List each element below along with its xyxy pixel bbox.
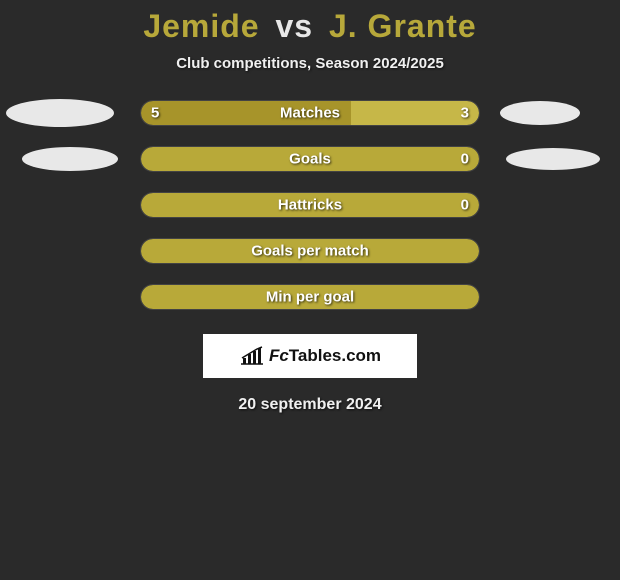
comparison-card: Jemide vs J. Grante Club competitions, S…: [0, 0, 620, 414]
stat-rows: 53Matches0Goals0HattricksGoals per match…: [0, 100, 620, 310]
stat-row: 0Hattricks: [0, 192, 620, 218]
player1-name: Jemide: [143, 8, 259, 44]
stat-bar: 0Hattricks: [140, 192, 480, 218]
stat-bar: Goals per match: [140, 238, 480, 264]
stat-row: 0Goals: [0, 146, 620, 172]
date-text: 20 september 2024: [0, 396, 620, 414]
stat-bar: 53Matches: [140, 100, 480, 126]
stat-value-right: 3: [461, 105, 469, 122]
decor-ellipse-left: [6, 99, 114, 127]
decor-ellipse-left: [22, 147, 118, 171]
decor-ellipse-right: [500, 101, 580, 125]
chart-icon: [239, 346, 265, 366]
stat-row: Goals per match: [0, 238, 620, 264]
stat-value-right: 0: [461, 197, 469, 214]
card-title: Jemide vs J. Grante: [0, 8, 620, 45]
brand-text: FcTables.com: [269, 346, 381, 366]
stat-bar: 0Goals: [140, 146, 480, 172]
card-subtitle: Club competitions, Season 2024/2025: [0, 55, 620, 72]
stat-value-right: 0: [461, 151, 469, 168]
vs-text: vs: [275, 8, 313, 44]
brand-fc: Fc: [269, 346, 289, 365]
stat-value-left: 5: [151, 105, 159, 122]
stat-bar: Min per goal: [140, 284, 480, 310]
decor-ellipse-right: [506, 148, 600, 170]
brand-inner: FcTables.com: [239, 346, 381, 366]
bar-fill: [141, 239, 479, 263]
stat-row: Min per goal: [0, 284, 620, 310]
bar-fill: [141, 147, 479, 171]
player2-name: J. Grante: [329, 8, 477, 44]
stat-row: 53Matches: [0, 100, 620, 126]
bar-fill: [141, 193, 479, 217]
brand-box: FcTables.com: [203, 334, 417, 378]
bar-fill-left: [141, 101, 351, 125]
bar-fill: [141, 285, 479, 309]
